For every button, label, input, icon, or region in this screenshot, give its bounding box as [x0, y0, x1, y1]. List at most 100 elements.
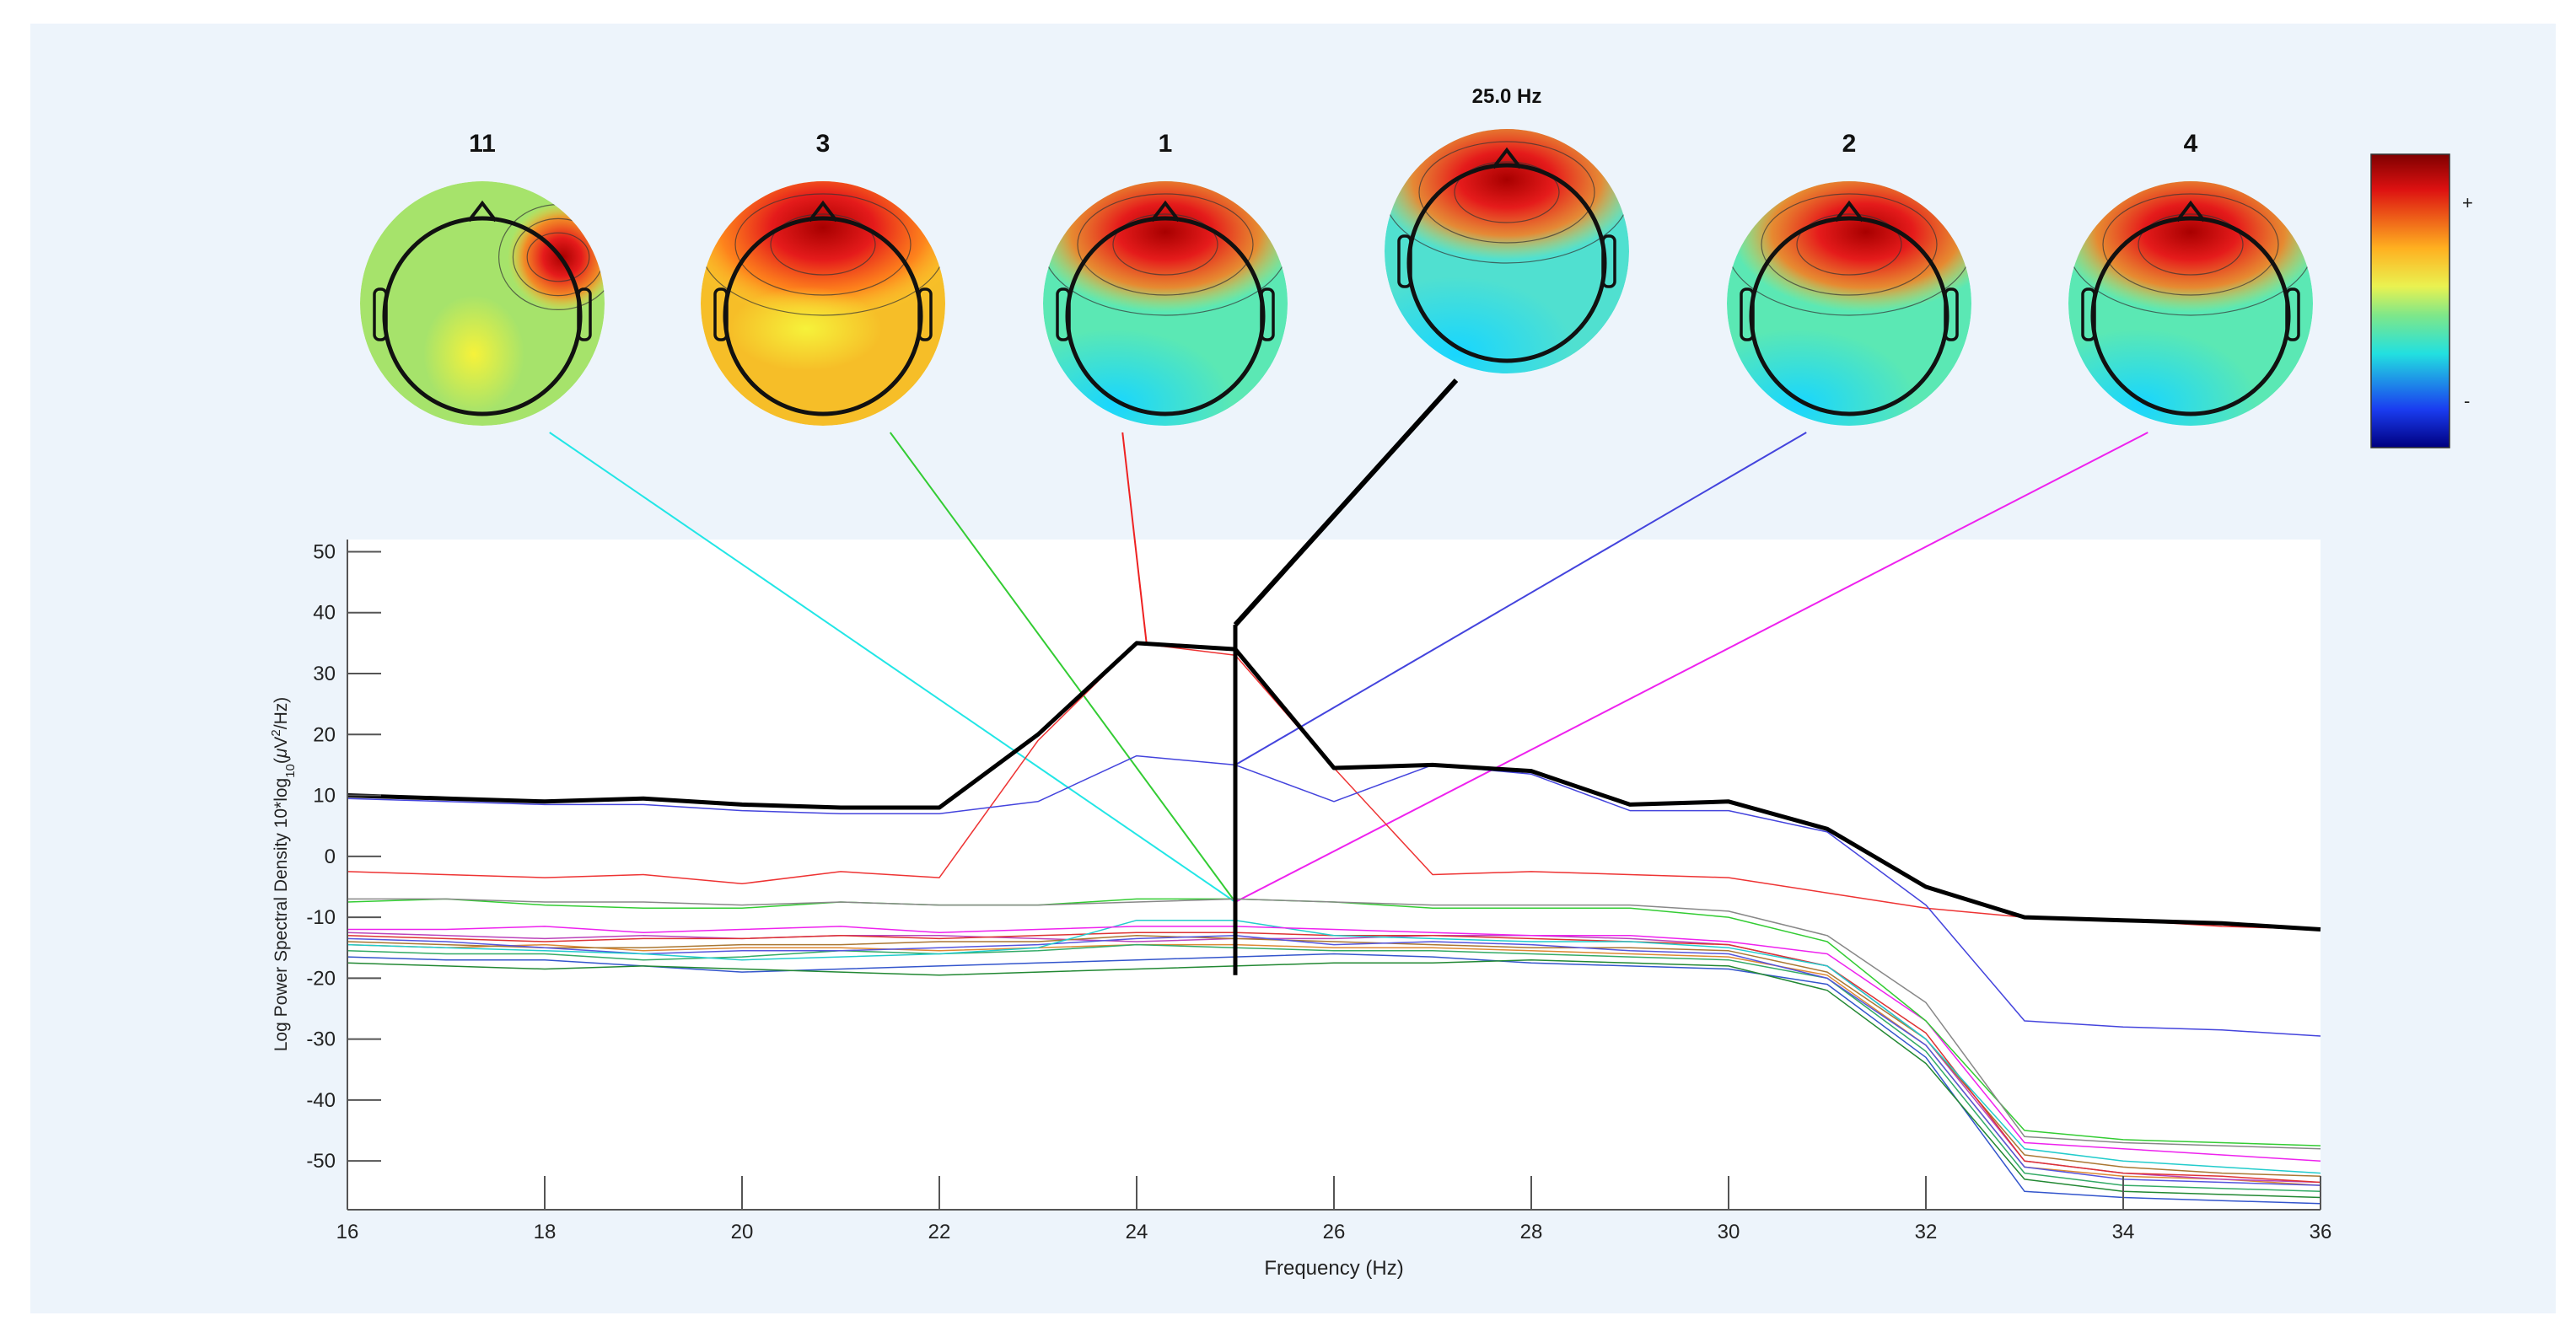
y-ticks: 50 40 30 20 10 0 -10 -20 -30 -40 -50	[306, 540, 381, 1173]
head-outline	[1749, 216, 1949, 416]
y-axis-label-sup: 2	[269, 729, 283, 736]
nose-icon	[467, 200, 497, 223]
topomap-contour	[1454, 161, 1560, 223]
leader-lines	[549, 378, 2148, 903]
x-tick-label: 16	[336, 1221, 359, 1243]
x-tick-label: 18	[534, 1221, 557, 1243]
topomap-blob	[423, 295, 524, 413]
right-ear-icon	[917, 287, 933, 341]
topomap-label: 1	[1159, 130, 1173, 158]
topomap-blob	[730, 287, 882, 371]
series-line	[347, 953, 2321, 1205]
y-axis-label-part: /Hz)	[272, 697, 291, 730]
series-line	[347, 919, 2321, 1174]
head-outline	[723, 216, 923, 416]
topomap-label: 25.0 Hz	[1472, 85, 1542, 108]
topomap-contour	[1418, 141, 1595, 244]
leader-line	[549, 432, 1236, 903]
y-tick-label: 40	[313, 602, 336, 625]
y-axis-label-part: (	[272, 758, 291, 764]
topomap-contour	[1112, 213, 1218, 276]
leader-line	[889, 432, 1236, 903]
right-ear-icon	[1601, 234, 1616, 288]
nose-icon	[1150, 200, 1180, 223]
nose-icon	[1834, 200, 1864, 223]
x-tick-label: 26	[1323, 1221, 1346, 1243]
topomap-contour	[1796, 213, 1902, 276]
axes: 50 40 30 20 10 0 -10 -20 -30 -40 -50 16 18 20 22 24 26 2…	[269, 540, 2332, 1280]
y-axis-label-part: Log Power Spectral Density 10*log	[272, 778, 291, 1052]
y-tick-label: -40	[306, 1089, 336, 1112]
topomap-label: 3	[816, 130, 831, 158]
y-tick-label: -20	[306, 967, 336, 990]
colorbar: + -	[2370, 153, 2473, 448]
y-tick-label: 10	[313, 785, 336, 808]
topomap-label: 4	[2184, 130, 2198, 158]
nose-icon	[2175, 200, 2206, 223]
x-tick-label: 24	[1126, 1221, 1148, 1243]
y-axis-label-sub: 10	[283, 764, 298, 778]
nose-icon	[1492, 147, 1522, 169]
topomap-contour	[2138, 213, 2244, 276]
plot-area	[347, 540, 2321, 1210]
x-tick-label: 32	[1915, 1221, 1938, 1243]
series-line	[347, 926, 2321, 1162]
topomap-contour	[1077, 193, 1254, 296]
x-ticks: 16 18 20 22 24 26 28 30 32 34 36	[336, 1176, 2332, 1243]
series-line	[347, 898, 2321, 1150]
topomap-label: 2	[1842, 130, 1857, 158]
y-tick-label: 0	[325, 846, 336, 868]
x-tick-label: 28	[1520, 1221, 1543, 1243]
y-axis-label: Log Power Spectral Density 10*log10(μV2/…	[269, 697, 298, 1052]
y-tick-label: -10	[306, 906, 336, 929]
topomap-contour	[1727, 181, 1971, 316]
y-axis-label-mu: μ	[272, 748, 291, 759]
topomap-blob	[701, 181, 945, 320]
series-line	[347, 958, 2321, 1199]
series-line	[347, 943, 2321, 1193]
y-axis-label-part: V	[272, 737, 291, 749]
left-ear-icon	[713, 287, 729, 341]
left-ear-icon	[373, 287, 388, 341]
head-outline	[1065, 216, 1266, 416]
series-line	[347, 641, 2321, 932]
topomap-contour	[1761, 193, 1938, 296]
right-ear-icon	[2285, 287, 2300, 341]
right-ear-icon	[1944, 287, 1959, 341]
left-ear-icon	[2081, 287, 2096, 341]
topomap-contour	[770, 213, 876, 276]
colorbar-max-label: +	[2462, 192, 2473, 213]
head-outline	[2090, 216, 2291, 416]
left-ear-icon	[1056, 287, 1071, 341]
topomap-contour	[2102, 193, 2279, 296]
head-outline	[1406, 163, 1607, 363]
x-tick-label: 36	[2310, 1221, 2332, 1243]
right-ear-icon	[577, 287, 592, 341]
leader-line	[1234, 432, 2148, 903]
head-outline	[382, 216, 583, 416]
series-layer	[347, 641, 2321, 1205]
colorbar-gradient	[2370, 153, 2450, 448]
series-line	[347, 932, 2321, 1184]
nose-icon	[808, 200, 838, 223]
y-tick-label: -30	[306, 1028, 336, 1051]
topomap: 3	[701, 130, 945, 426]
y-tick-label: 30	[313, 663, 336, 685]
x-tick-label: 22	[928, 1221, 951, 1243]
right-ear-icon	[1260, 287, 1275, 341]
y-tick-label: 50	[313, 540, 336, 563]
left-ear-icon	[1397, 234, 1412, 288]
leader-line	[1121, 432, 1148, 643]
y-tick-label: -50	[306, 1150, 336, 1173]
x-tick-label: 20	[731, 1221, 754, 1243]
topomap-contour	[701, 181, 945, 316]
topomap-contour	[1043, 181, 1288, 316]
series-line	[347, 935, 2321, 1186]
y-tick-label: 20	[313, 723, 336, 746]
x-tick-label: 34	[2112, 1221, 2135, 1243]
colorbar-min-label: -	[2464, 390, 2470, 411]
x-tick-label: 30	[1718, 1221, 1740, 1243]
topomap-contour	[1385, 129, 1629, 264]
topomap-label: 11	[469, 130, 496, 158]
